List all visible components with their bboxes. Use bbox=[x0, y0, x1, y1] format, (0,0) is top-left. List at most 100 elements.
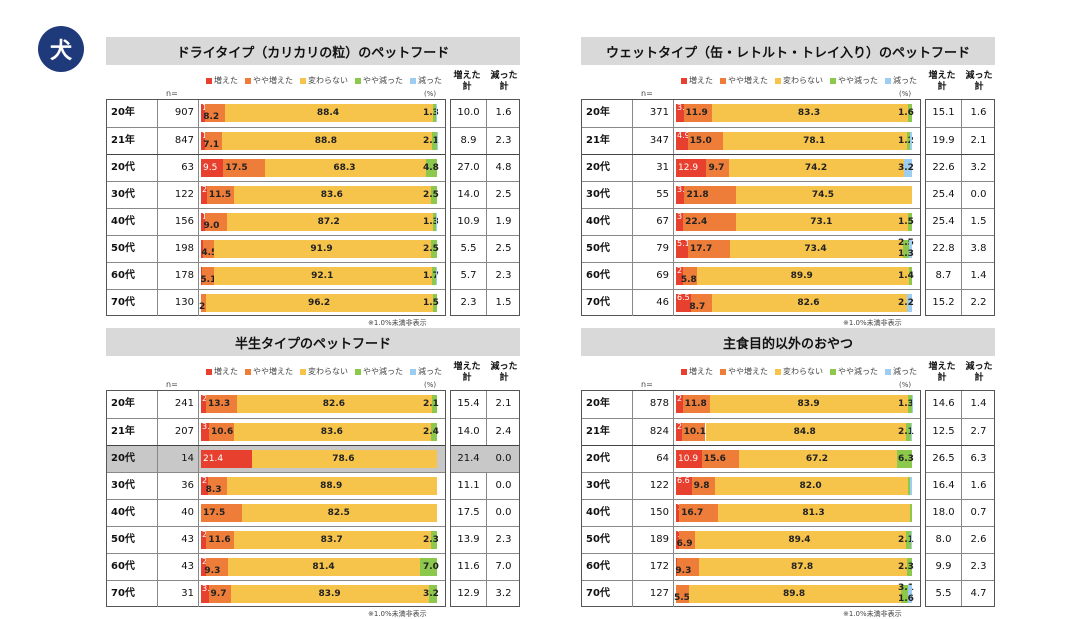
stacked-bar: 1.16.989.42.1 bbox=[676, 531, 912, 549]
data-label: 1.6 bbox=[898, 108, 914, 118]
data-label: 10.9 bbox=[678, 454, 698, 464]
column-divider bbox=[157, 419, 158, 445]
chart-table: 20年3713.211.983.31.621年3474.915.078.11.2… bbox=[581, 99, 921, 316]
footnote: ※1.0%未満非表示 bbox=[843, 318, 902, 328]
data-label: 78.6 bbox=[332, 454, 354, 464]
data-label: 10.6 bbox=[211, 427, 233, 437]
legend-label: 減った bbox=[418, 75, 442, 86]
column-divider bbox=[632, 446, 633, 472]
row-label: 20年 bbox=[111, 391, 135, 417]
decrease-total: 1.5 bbox=[961, 209, 996, 235]
sample-size: 14 bbox=[161, 446, 197, 472]
legend-swatch bbox=[720, 369, 726, 375]
data-label: 22.4 bbox=[685, 217, 707, 227]
row-label: 70代 bbox=[111, 581, 135, 607]
data-label: 11.9 bbox=[686, 108, 708, 118]
sample-size: 67 bbox=[636, 209, 672, 235]
data-label: 2.3 bbox=[898, 562, 914, 572]
row-label: 60代 bbox=[586, 554, 610, 580]
legend-label: やや増えた bbox=[253, 75, 293, 86]
increase-total: 22.6 bbox=[926, 155, 961, 181]
data-label: 2.1 bbox=[423, 399, 439, 409]
data-label: 87.8 bbox=[791, 562, 813, 572]
legend-label: 増えた bbox=[214, 75, 238, 86]
increase-total: 19.9 bbox=[926, 128, 961, 154]
data-label: 83.3 bbox=[798, 108, 820, 118]
sample-size: 55 bbox=[636, 182, 672, 208]
data-label: 92.1 bbox=[311, 271, 333, 281]
data-label: 11.5 bbox=[209, 190, 231, 200]
column-divider bbox=[198, 128, 199, 154]
sample-size: 824 bbox=[636, 419, 672, 445]
data-label: 4.8 bbox=[423, 163, 439, 173]
legend-swatch bbox=[245, 78, 251, 84]
data-label: 21.4 bbox=[203, 454, 223, 464]
data-label: 1.5 bbox=[423, 298, 439, 308]
decrease-total: 1.4 bbox=[961, 391, 996, 417]
legend-item: 変わらない bbox=[775, 366, 823, 377]
data-label: 12.9 bbox=[678, 163, 698, 173]
table-row: 50代1891.16.989.42.1 bbox=[582, 526, 920, 553]
data-label: 1.6 bbox=[898, 594, 914, 604]
legend: 増えたやや増えた変わらないやや減った減った bbox=[681, 366, 917, 377]
data-label: 82.0 bbox=[799, 481, 821, 491]
data-label: 88.9 bbox=[320, 481, 342, 491]
column-divider bbox=[632, 182, 633, 208]
legend-swatch bbox=[300, 78, 306, 84]
legend-item: やや減った bbox=[355, 366, 403, 377]
data-label: 3.2 bbox=[898, 163, 914, 173]
column-divider bbox=[198, 500, 199, 526]
chart-table: 20年2412.113.382.62.121年2073.410.683.62.4… bbox=[106, 390, 446, 607]
decrease-total: 0.7 bbox=[961, 500, 996, 526]
legend-swatch bbox=[206, 78, 212, 84]
legend-item: 増えた bbox=[206, 75, 238, 86]
column-divider bbox=[157, 128, 158, 154]
row-label: 20代 bbox=[586, 155, 610, 181]
decrease-total: 7.0 bbox=[486, 554, 521, 580]
legend-item: やや増えた bbox=[245, 366, 293, 377]
column-divider bbox=[632, 527, 633, 553]
data-label: 83.9 bbox=[797, 399, 819, 409]
table-row: 70代313.29.783.93.2 bbox=[107, 580, 445, 607]
column-divider bbox=[673, 527, 674, 553]
legend-item: やや増えた bbox=[720, 366, 768, 377]
increase-total: 17.5 bbox=[451, 500, 486, 526]
stacked-bar: 1.88.288.41.3 bbox=[201, 104, 437, 122]
column-divider bbox=[673, 236, 674, 262]
data-label: 8.3 bbox=[206, 485, 222, 495]
column-divider bbox=[632, 290, 633, 316]
chart-title: 半生タイプのペットフード bbox=[106, 328, 520, 356]
legend-swatch bbox=[830, 369, 836, 375]
sample-size: 63 bbox=[161, 155, 197, 181]
sample-size: 40 bbox=[161, 500, 197, 526]
stacked-bar: 3.29.783.93.2 bbox=[201, 585, 437, 603]
legend: 増えたやや増えた変わらないやや減った減った bbox=[206, 75, 442, 86]
increase-total: 9.9 bbox=[926, 554, 961, 580]
data-label: 2.4 bbox=[423, 427, 439, 437]
data-label: 88.8 bbox=[315, 136, 337, 146]
data-label: 15.0 bbox=[690, 136, 712, 146]
row-label: 60代 bbox=[111, 554, 135, 580]
table-row: 50代432.311.683.72.3 bbox=[107, 526, 445, 553]
bar-segment bbox=[910, 504, 912, 522]
increase-total: 5.5 bbox=[926, 581, 961, 607]
data-label: 9.7 bbox=[211, 589, 227, 599]
sample-size: 878 bbox=[636, 391, 672, 417]
row-label: 40代 bbox=[111, 209, 135, 235]
column-divider bbox=[198, 527, 199, 553]
sample-size: 46 bbox=[636, 290, 672, 316]
decrease-total: 4.8 bbox=[486, 155, 521, 181]
legend-item: 減った bbox=[885, 366, 917, 377]
row-label: 50代 bbox=[586, 527, 610, 553]
